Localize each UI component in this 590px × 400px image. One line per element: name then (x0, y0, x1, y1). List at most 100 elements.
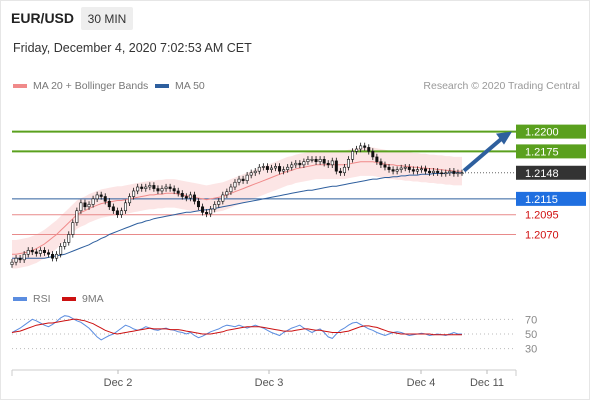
candle-body (282, 169, 286, 172)
candle-body (391, 169, 395, 172)
candle-body (318, 159, 322, 162)
candle-body (322, 159, 326, 164)
candle-body (342, 166, 346, 174)
timestamp: Friday, December 4, 2020 7:02:53 AM CET (13, 41, 252, 55)
candle-body (278, 166, 282, 172)
credit-text: Research © 2020 Trading Central (423, 80, 580, 92)
candle-body (225, 191, 229, 196)
candle-body (298, 162, 302, 166)
candle-body (367, 147, 371, 152)
candle-body (160, 188, 164, 192)
candle-body (46, 252, 50, 255)
candle-body (119, 210, 123, 215)
candle-body (172, 188, 176, 192)
candle-body (371, 151, 375, 158)
candle-body (26, 250, 30, 255)
candle-body (363, 145, 367, 148)
time-tick-label: Dec 11 (470, 377, 504, 389)
candle-body (132, 190, 136, 197)
candle-body (399, 167, 403, 170)
candle-body (460, 172, 464, 175)
candle-body (415, 169, 419, 172)
candle-body (115, 210, 119, 215)
candle-body (87, 204, 91, 208)
projection-arrow-head (496, 131, 512, 145)
candle-body (213, 204, 217, 210)
candle-body (168, 186, 172, 189)
candle-body (184, 196, 188, 199)
candle-body (310, 159, 314, 161)
candle-body (294, 162, 298, 166)
candle-body (124, 202, 128, 212)
legend-rsi: RSI (13, 293, 51, 305)
candle-body (221, 194, 225, 202)
timeframe-button[interactable]: 30 MIN (81, 7, 133, 30)
candle-body (136, 186, 140, 192)
level-label-1.2070: 1.2070 (525, 229, 559, 241)
ma9-swatch (62, 297, 76, 301)
projection-arrow-shaft (462, 135, 506, 173)
candle-body (346, 159, 350, 168)
candle-body (192, 194, 196, 202)
candle-body (387, 166, 391, 170)
candle-body (180, 193, 184, 197)
candle-body (261, 166, 265, 168)
level-tag-1.2115 (516, 191, 586, 206)
candle-body (403, 166, 407, 169)
legend-ma20-label: MA 20 + Bollinger Bands (33, 80, 149, 92)
candle-body (419, 168, 423, 171)
candle-body (152, 185, 156, 189)
candle-body (241, 178, 245, 181)
legend-ma20: MA 20 + Bollinger Bands (13, 80, 148, 92)
level-tag-1.2200 (516, 124, 586, 139)
candle-body (269, 167, 273, 170)
candle-body (201, 206, 205, 213)
candle-body (245, 174, 249, 181)
candle-body (334, 160, 338, 172)
rsi-9ma-line (11, 318, 462, 336)
candle-body (379, 161, 383, 166)
candle-body (103, 196, 107, 202)
rsi-line (11, 315, 462, 341)
candle-body (330, 160, 334, 166)
candle-body (428, 170, 432, 174)
level-label-1.2200: 1.2200 (525, 127, 559, 139)
bollinger-band (12, 147, 462, 269)
candle-body (42, 250, 46, 253)
level-label-1.2175: 1.2175 (525, 146, 559, 158)
candle-body (71, 222, 75, 235)
candle-body (237, 178, 241, 183)
candle-body (456, 172, 460, 175)
candle-body (407, 166, 411, 170)
candle-body (306, 159, 310, 162)
candle-body (351, 151, 355, 160)
time-tick-label: Dec 3 (255, 377, 284, 389)
candle-body (14, 257, 18, 263)
candle-body (375, 156, 379, 162)
ma50-swatch (155, 84, 169, 88)
legend-ma50: MA 50 (155, 80, 205, 92)
time-tick-label: Dec 2 (104, 377, 133, 389)
candle-body (38, 250, 42, 254)
candle-body (286, 166, 290, 170)
candle-body (355, 148, 359, 152)
level-tag-1.2175 (516, 144, 586, 159)
candle-body (432, 170, 436, 174)
candle-body (253, 170, 257, 174)
candle-body (383, 164, 387, 168)
time-tick-label: Dec 4 (407, 377, 436, 389)
candle-body (67, 234, 71, 243)
candle-body (30, 250, 34, 253)
candle-body (79, 202, 83, 212)
candle-body (128, 196, 132, 204)
candle-body (338, 170, 342, 174)
candle-body (95, 194, 99, 200)
candle-body (156, 188, 160, 192)
candles (10, 142, 464, 268)
candle-body (188, 194, 192, 199)
candle-body (290, 164, 294, 168)
candle-body (424, 168, 428, 172)
candle-body (411, 169, 415, 172)
candle-body (233, 181, 237, 188)
